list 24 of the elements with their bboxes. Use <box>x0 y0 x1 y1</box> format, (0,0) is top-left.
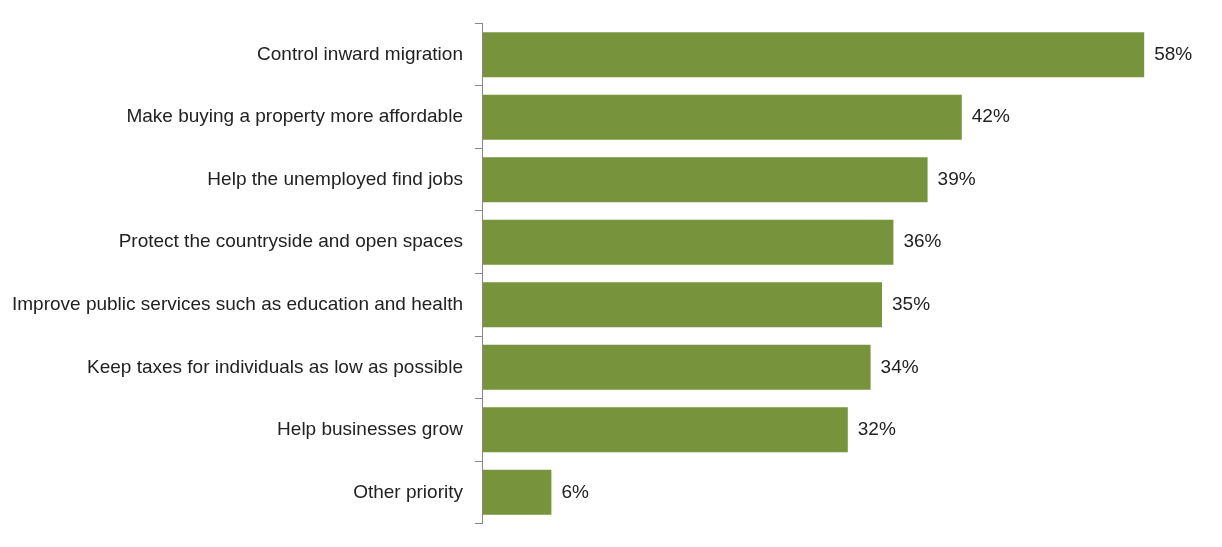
y-tick-label: Keep taxes for individuals as low as possible <box>87 355 463 377</box>
y-tick-label: Other priority <box>353 480 464 502</box>
data-label: 32% <box>857 418 896 440</box>
y-tick-label: Help businesses grow <box>277 418 464 440</box>
data-label: 39% <box>937 167 976 189</box>
bar <box>482 32 1145 78</box>
data-label: 36% <box>903 230 942 252</box>
bar <box>482 157 928 203</box>
bar <box>482 344 871 390</box>
bar <box>482 94 962 140</box>
bar <box>482 469 552 515</box>
data-label: 6% <box>561 480 589 502</box>
y-tick-label: Protect the countryside and open spaces <box>118 230 463 252</box>
bar <box>482 407 848 453</box>
bar <box>482 219 894 265</box>
y-tick-label: Help the unemployed find jobs <box>207 167 463 189</box>
bar <box>482 282 882 328</box>
data-label: 42% <box>971 105 1010 127</box>
y-tick-label: Control inward migration <box>257 42 463 64</box>
data-label: 34% <box>880 355 919 377</box>
data-label: 35% <box>891 293 931 314</box>
y-tick-label: Make buying a property more affordable <box>126 105 463 127</box>
data-label: 58% <box>1154 42 1193 64</box>
y-tick-label: Improve public services such as education and health <box>12 293 463 314</box>
